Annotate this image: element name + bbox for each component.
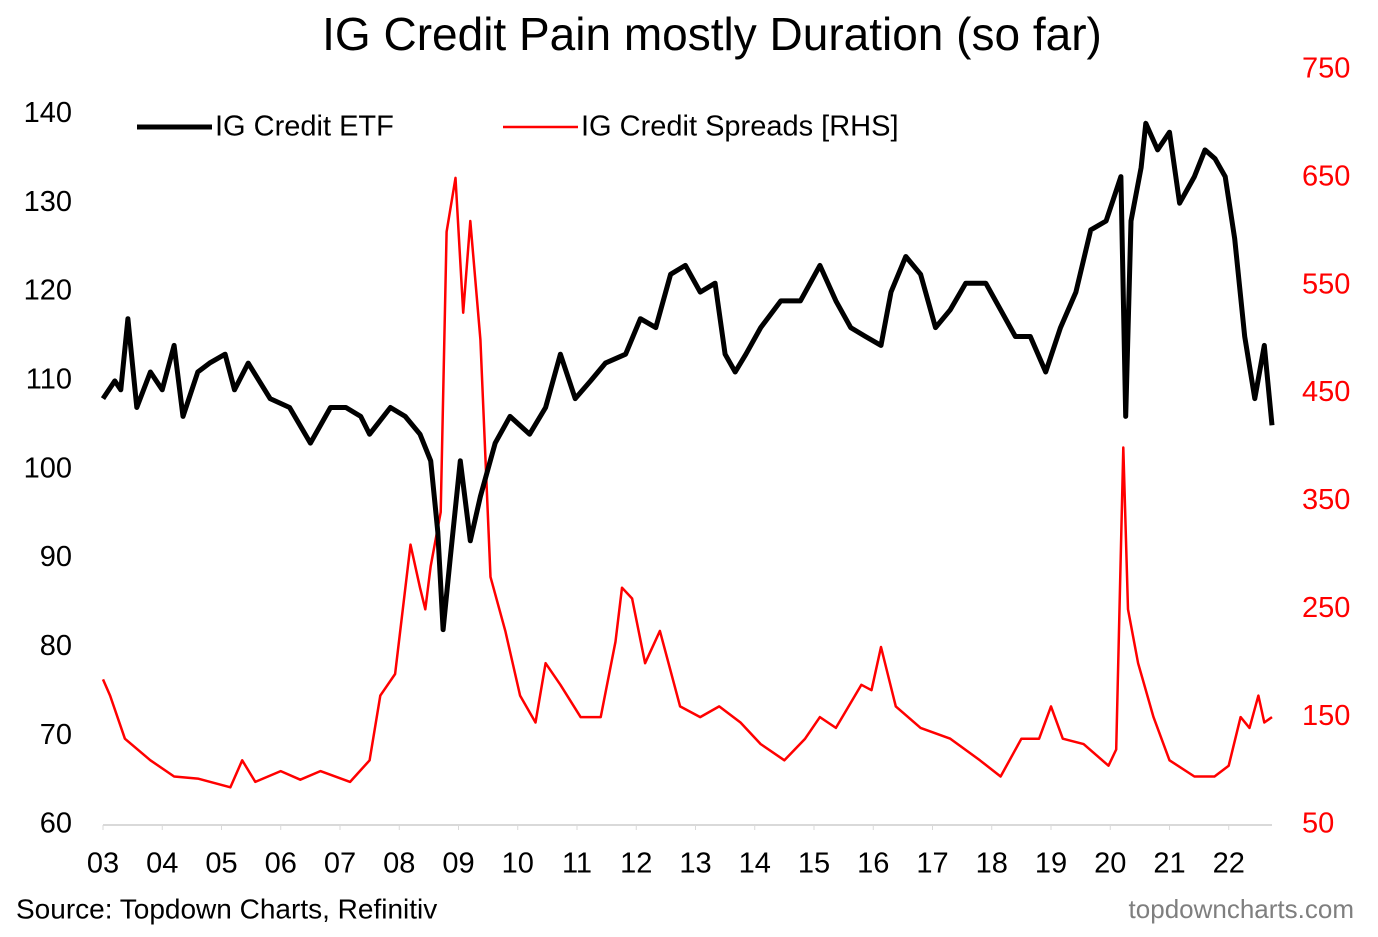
y-tick-label: 110 (26, 364, 72, 396)
y-tick-label: 70 (40, 719, 72, 751)
x-tick-label: 22 (1213, 848, 1245, 880)
x-tick-label: 09 (442, 848, 474, 880)
x-tick-label: 20 (1094, 848, 1126, 880)
x-tick-label: 17 (916, 848, 948, 880)
y2-tick-label: 750 (1302, 53, 1350, 85)
chart-title: IG Credit Pain mostly Duration (so far) (322, 8, 1102, 60)
y2-tick-label: 250 (1302, 592, 1350, 624)
x-tick-label: 05 (205, 848, 237, 880)
y2-tick-label: 650 (1302, 161, 1350, 193)
x-tick-label: 19 (1035, 848, 1067, 880)
series-line (101, 176, 1273, 789)
x-tick-label: 16 (857, 848, 889, 880)
series-line (100, 120, 1275, 633)
x-tick-label: 11 (562, 848, 592, 880)
x-tick-label: 14 (739, 848, 771, 880)
x-tick-label: 15 (798, 848, 830, 880)
x-tick-label: 08 (383, 848, 415, 880)
legend-label: IG Credit ETF (215, 111, 394, 143)
watermark: topdowncharts.com (1129, 894, 1354, 924)
x-tick-label: 12 (620, 848, 652, 880)
y2-tick-label: 150 (1302, 700, 1350, 732)
y2-tick-label: 350 (1302, 484, 1350, 516)
y2-tick-label: 450 (1302, 376, 1350, 408)
y-tick-label: 100 (24, 452, 72, 484)
x-tick-label: 03 (87, 848, 119, 880)
y-tick-label: 90 (40, 541, 72, 573)
y2-tick-label: 50 (1302, 808, 1334, 840)
source: Source: Topdown Charts, Refinitiv (16, 893, 437, 924)
y2-tick-label: 550 (1302, 268, 1350, 300)
y-tick-label: 60 (40, 808, 72, 840)
x-tick-label: 18 (976, 848, 1008, 880)
legend-label: IG Credit Spreads [RHS] (581, 111, 899, 143)
x-tick-label: 10 (502, 848, 534, 880)
x-tick-label: 04 (146, 848, 178, 880)
x-tick-label: 13 (679, 848, 711, 880)
x-tick-label: 07 (324, 848, 356, 880)
y-tick-label: 80 (40, 630, 72, 662)
x-tick-label: 21 (1153, 848, 1185, 880)
x-tick-label: 06 (265, 848, 297, 880)
y-tick-label: 140 (24, 97, 72, 129)
y-tick-label: 120 (24, 275, 72, 307)
y-tick-label: 130 (24, 186, 72, 218)
